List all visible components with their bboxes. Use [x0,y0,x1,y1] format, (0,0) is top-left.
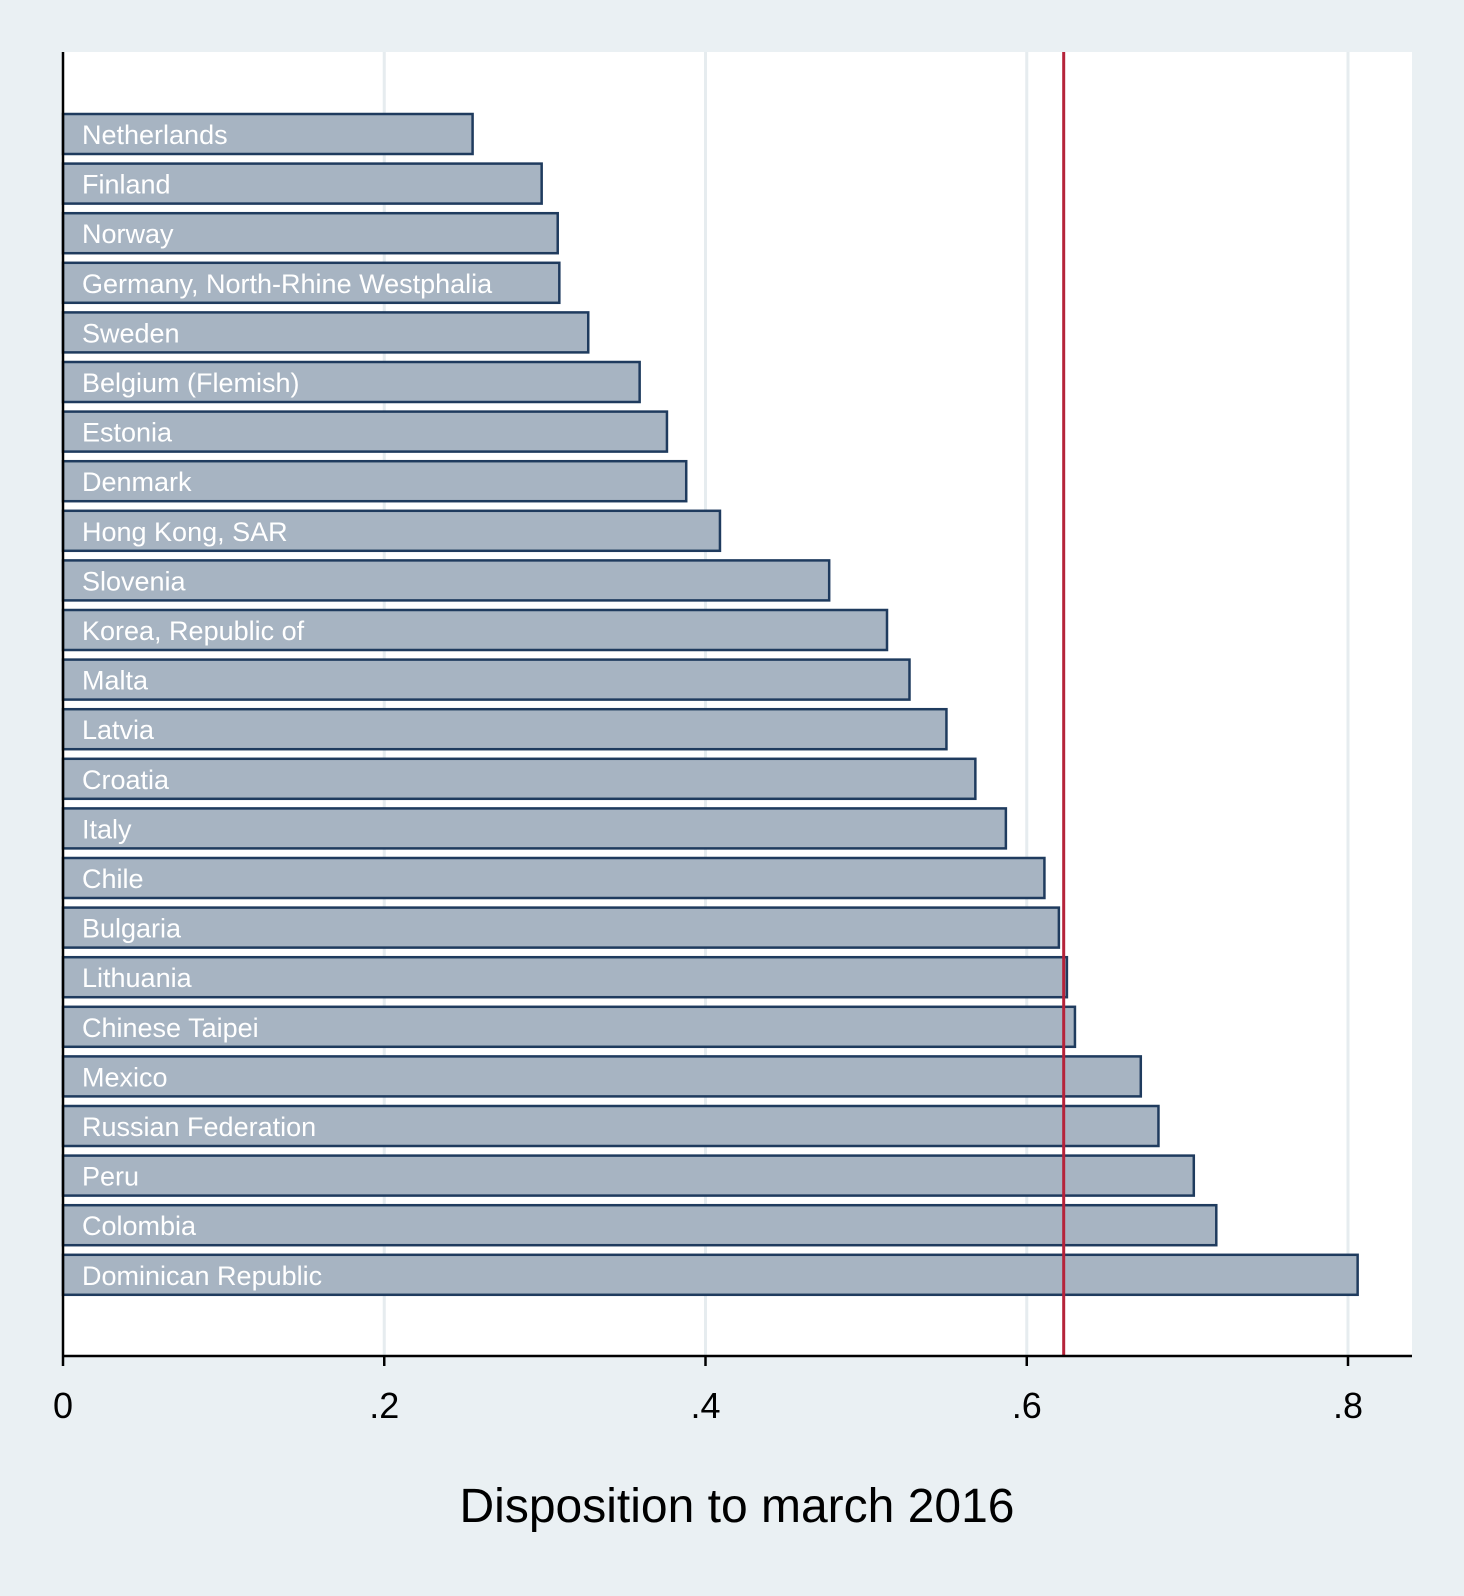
x-ticks: 0 .2 .4 .6 .8 [53,1356,1363,1426]
bar [61,410,669,453]
bar-label: Croatia [82,765,170,795]
bar [61,807,1008,850]
bars: Netherlands Finland Norway Germany, North-R… [61,112,1359,1297]
bar-label: Bulgaria [82,914,182,944]
bar-label: Italy [82,814,132,844]
bar-label: Lithuania [82,963,193,993]
bar-label: Hong Kong, SAR [82,517,288,547]
bar-label: Sweden [82,318,180,348]
x-tick-label: .8 [1333,1385,1363,1426]
bar-label: Chile [82,864,144,894]
bar-label: Estonia [82,418,173,448]
bar [61,1055,1143,1098]
x-tick-label: .2 [369,1385,399,1426]
bar [61,459,688,503]
bar-label: Malta [82,666,149,696]
bar-label: Chinese Taipei [82,1013,259,1043]
bar-label: Latvia [82,715,155,745]
bar [61,1154,1196,1197]
bar [61,311,590,354]
axes [61,52,1412,1358]
x-tick-label: 0 [53,1385,73,1426]
bar-label: Colombia [82,1211,197,1241]
bar-label: Finland [82,170,171,200]
x-axis-title: Disposition to march 2016 [460,1480,1015,1533]
bar [61,261,561,305]
x-tick-label: .4 [690,1385,720,1426]
bar-label: Peru [82,1162,139,1192]
bar [61,856,1046,900]
bar [61,1203,1218,1247]
bar-label: Russian Federation [82,1112,316,1142]
bar-label: Netherlands [82,120,228,150]
bar-label: Norway [82,219,174,249]
bar [61,1104,1160,1148]
bar [61,559,831,602]
x-tick-label: .6 [1012,1385,1042,1426]
bar-label: Mexico [82,1062,168,1092]
bar [61,955,1069,999]
bar-label: Slovenia [82,566,187,596]
bar-label: Dominican Republic [82,1261,322,1291]
bar-label: Korea, Republic of [82,616,305,646]
bar-label: Germany, North-Rhine Westphalia [82,269,493,299]
bar [61,1253,1359,1297]
bar [61,757,977,801]
bar-label: Belgium (Flemish) [82,368,300,398]
bar [61,906,1061,949]
bar [61,658,911,701]
bar [61,707,948,751]
bar-label: Denmark [82,467,192,497]
